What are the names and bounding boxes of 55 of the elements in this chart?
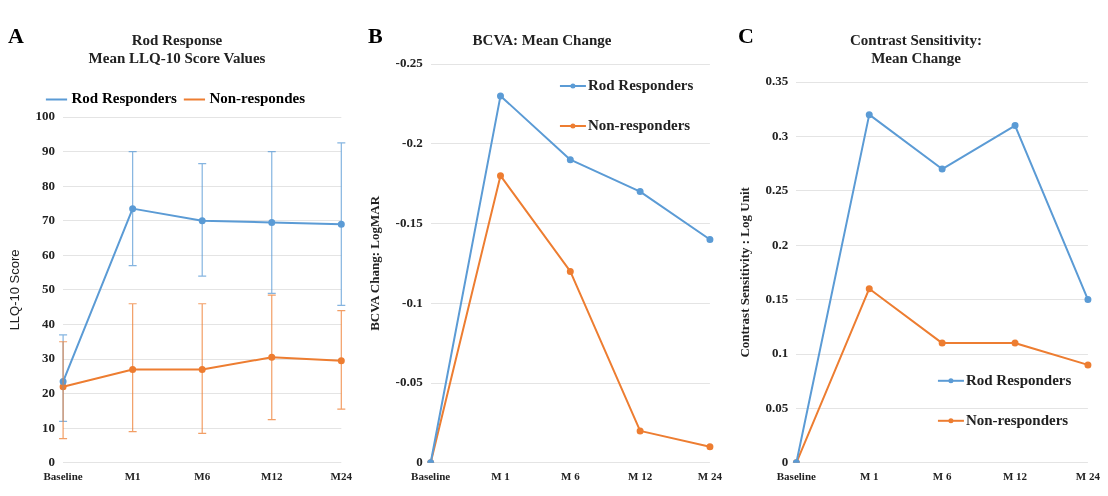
y-tick-label: -0.1 [402,294,423,310]
y-tick-label: 80 [42,177,56,193]
y-tick-label: 0.3 [772,127,789,143]
y-tick-label: 70 [42,212,56,228]
y-tick-label: -0.2 [402,135,423,151]
y-tick-label: 10 [42,419,56,435]
x-tick-label: M 12 [628,470,653,483]
text: C [738,22,754,48]
y-tick-label: 0.1 [772,345,789,361]
x-tick-label: M 12 [1002,470,1028,483]
y-tick-label: 100 [35,108,56,124]
x-tick-label: M6 [194,470,211,483]
y-tick-label: 0 [416,454,423,470]
y-axis-title: LLQ-10 Score [7,249,23,331]
x-tick-label: Baseline [411,470,451,483]
text: B [368,22,383,48]
y-tick-label: 60 [42,246,56,262]
y-axis-title: BCVA Chang: LogMAR [367,195,383,331]
y-tick-label: 50 [42,281,56,297]
chart-title: Rod Response Mean LLQ-10 Score Values [88,31,266,66]
y-tick-label: 0.2 [772,236,789,252]
y-tick-label: 0.15 [765,290,789,306]
x-tick-label: M12 [261,470,283,483]
chart-title: Contrast Sensitivity: Mean Change [849,31,983,66]
legend-label: Non-respondes [209,90,306,107]
legend-label: Rod Responders [965,371,1072,388]
y-tick-label: 40 [42,315,56,331]
y-tick-label: 0.35 [765,73,789,89]
y-tick-label: 30 [42,350,56,366]
y-tick-label: -0.15 [395,214,424,230]
legend-label: Non-responders [587,116,691,133]
x-tick-label: Baseline [776,470,817,483]
y-tick-label: -0.25 [395,55,424,71]
y-axis-title: Contrast Sensitivity : Log Unit [737,186,753,358]
x-tick-label: M 6 [560,470,581,483]
legend-label: Non-responders [965,411,1069,428]
y-tick-label: 20 [42,385,56,400]
chart-title: BCVA: Mean Change [472,31,612,48]
x-tick-label: M24 [330,470,353,483]
y-tick-label: 0 [781,454,789,470]
y-tick-label: 90 [42,142,56,158]
x-tick-label: M 24 [1075,470,1101,483]
x-tick-label: M 24 [697,470,723,483]
y-tick-label: 0.25 [765,182,789,198]
text: A [8,22,24,48]
x-tick-label: M 1 [859,470,879,483]
y-tick-label: -0.05 [395,374,424,390]
y-tick-label: 0.05 [765,399,789,415]
y-tick-label: 0 [48,454,56,470]
x-tick-label: M 1 [491,470,510,483]
x-tick-label: Baseline [43,470,83,483]
legend-label: Rod Responders [587,76,694,93]
legend-label: Rod Responders [71,90,178,107]
x-tick-label: M1 [124,470,141,483]
x-tick-label: M 6 [932,470,952,483]
